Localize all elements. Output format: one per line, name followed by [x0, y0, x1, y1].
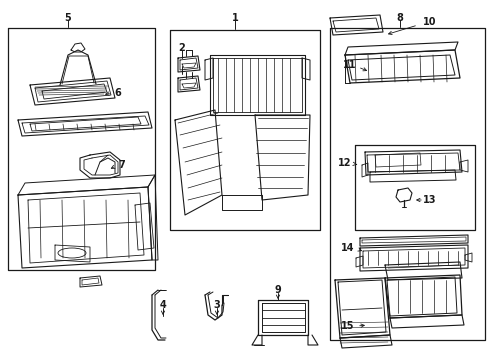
Text: 14: 14 [341, 243, 354, 253]
Text: 6: 6 [114, 88, 121, 98]
Text: 12: 12 [338, 158, 351, 168]
Text: 8: 8 [396, 13, 403, 23]
Text: 11: 11 [343, 60, 356, 70]
Text: 13: 13 [423, 195, 436, 205]
Text: 7: 7 [119, 160, 125, 170]
Text: 2: 2 [178, 43, 185, 53]
Text: 1: 1 [231, 13, 238, 23]
Text: 5: 5 [64, 13, 71, 23]
Text: 4: 4 [159, 300, 166, 310]
Text: 3: 3 [213, 300, 220, 310]
Text: 9: 9 [274, 285, 281, 295]
Text: 15: 15 [341, 321, 354, 331]
Text: 10: 10 [423, 17, 436, 27]
